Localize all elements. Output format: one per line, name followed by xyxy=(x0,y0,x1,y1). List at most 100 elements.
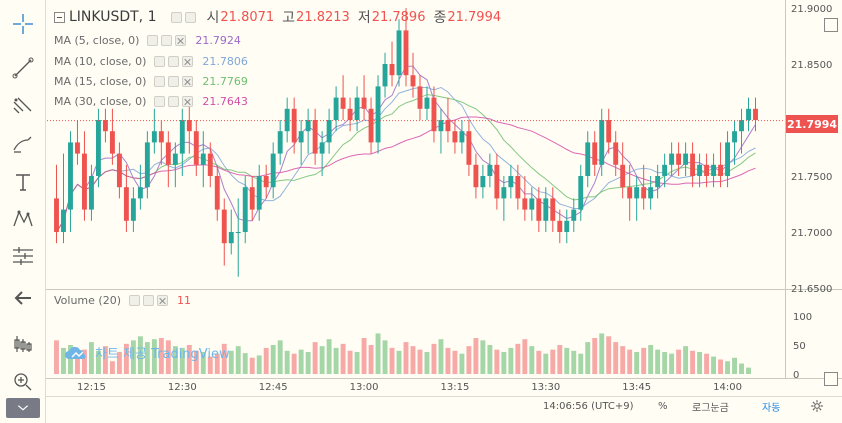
volume-legend[interactable]: Volume (20) 11 xyxy=(54,291,191,309)
candle-body xyxy=(389,64,395,76)
volume-bar xyxy=(186,345,192,374)
volume-bar xyxy=(718,359,724,374)
timezone-label[interactable]: (UTC+9) xyxy=(591,400,634,412)
volume-bar xyxy=(214,353,220,374)
volume-bar xyxy=(207,356,213,374)
candle-body xyxy=(648,187,654,199)
gear-icon[interactable] xyxy=(810,397,824,415)
ma-line xyxy=(56,86,756,233)
settings-icon[interactable] xyxy=(161,34,173,46)
ma30-legend[interactable]: MA (30, close, 0) 21.7643 xyxy=(54,92,248,110)
volume-bar xyxy=(634,351,640,374)
prediction-tool-icon[interactable] xyxy=(9,242,37,270)
zoom-in-icon[interactable] xyxy=(9,368,37,396)
crosshair-tool-icon[interactable] xyxy=(9,10,37,38)
candle-body xyxy=(130,198,136,221)
volume-bar xyxy=(676,349,682,374)
candle-body xyxy=(396,30,402,76)
volume-bar xyxy=(704,353,710,374)
candle-body xyxy=(305,120,311,132)
candle-body xyxy=(613,142,619,165)
volume-bar xyxy=(662,351,668,374)
candle-body xyxy=(172,153,178,165)
candle-body xyxy=(116,153,122,188)
volume-bar xyxy=(312,342,318,374)
volume-bar xyxy=(480,340,486,374)
log-scale-toggle[interactable]: 로그눈금 xyxy=(692,402,729,414)
candle-body xyxy=(438,120,444,132)
tradingview-watermark[interactable]: 차트 제공 TradingView xyxy=(64,343,230,362)
candle-body xyxy=(746,108,751,120)
volume-bar xyxy=(249,357,255,374)
price-tick-label: 21.8500 xyxy=(791,60,832,71)
settings-icon[interactable] xyxy=(143,294,154,306)
candle-body xyxy=(515,176,521,199)
volume-bar xyxy=(494,349,500,374)
pattern-tool-icon[interactable] xyxy=(9,204,37,232)
candle-body xyxy=(333,97,339,120)
volume-bar xyxy=(620,346,626,374)
volume-bar xyxy=(501,351,507,374)
candle-body xyxy=(634,187,640,199)
candle-body xyxy=(641,187,647,199)
eye-icon[interactable] xyxy=(154,95,166,107)
eye-icon[interactable] xyxy=(129,294,140,306)
candle-body xyxy=(235,232,241,233)
candle-body xyxy=(417,86,423,109)
candle-body xyxy=(249,187,255,210)
volume-bar xyxy=(109,361,115,374)
eye-icon[interactable] xyxy=(154,75,166,87)
back-arrow-icon[interactable] xyxy=(9,284,37,312)
auto-scale-toggle[interactable]: 자동 xyxy=(762,402,781,414)
settings-icon[interactable] xyxy=(168,55,180,67)
eye-icon[interactable] xyxy=(154,55,166,67)
collapse-legend-icon[interactable] xyxy=(54,11,65,23)
candle-body xyxy=(732,131,737,143)
indicator-tool-icon[interactable] xyxy=(9,330,37,358)
candle-body xyxy=(200,153,206,165)
maximize-pane-icon[interactable] xyxy=(824,18,838,32)
eye-icon[interactable] xyxy=(147,34,159,46)
volume-name: Volume (20) xyxy=(54,293,121,307)
close-value: 21.7994 xyxy=(447,9,502,25)
ma15-name: MA (15, close, 0) xyxy=(54,74,147,88)
volume-bar xyxy=(543,353,549,374)
watermark-text: 차트 제공 TradingView xyxy=(95,347,230,362)
close-icon[interactable] xyxy=(175,34,187,46)
ma10-legend[interactable]: MA (10, close, 0) 21.7806 xyxy=(54,52,248,70)
volume-bar xyxy=(179,347,185,374)
settings-icon[interactable] xyxy=(184,11,196,23)
settings-icon[interactable] xyxy=(168,75,180,87)
text-tool-icon[interactable] xyxy=(9,168,37,196)
fib-tool-icon[interactable] xyxy=(9,92,37,120)
volume-bar xyxy=(221,343,227,374)
open-value: 21.8071 xyxy=(220,9,275,25)
close-icon[interactable] xyxy=(182,55,194,67)
ma5-legend[interactable]: MA (5, close, 0) 21.7924 xyxy=(54,31,241,49)
eye-icon[interactable] xyxy=(170,11,182,23)
high-label: 고 xyxy=(282,10,296,26)
volume-value: 11 xyxy=(177,293,191,307)
close-icon[interactable] xyxy=(182,75,194,87)
settings-icon[interactable] xyxy=(168,95,180,107)
chevron-down-icon[interactable] xyxy=(6,398,40,418)
close-icon[interactable] xyxy=(157,294,168,306)
cloud-icon xyxy=(65,346,86,359)
clock-time: 14:06:56 xyxy=(543,400,588,412)
time-tick-label: 12:45 xyxy=(259,382,288,393)
percent-toggle[interactable]: % xyxy=(658,400,668,412)
candle-body xyxy=(522,198,528,210)
drawing-toolbar xyxy=(0,0,46,423)
brush-tool-icon[interactable] xyxy=(9,130,37,158)
trend-line-tool-icon[interactable] xyxy=(9,54,37,82)
volume-bar xyxy=(116,351,122,374)
candle-body xyxy=(452,131,458,143)
volume-bar xyxy=(228,350,234,374)
candle-body xyxy=(242,187,248,232)
scroll-right-icon[interactable] xyxy=(824,372,838,386)
close-icon[interactable] xyxy=(182,95,194,107)
ma15-legend[interactable]: MA (15, close, 0) 21.7769 xyxy=(54,72,248,90)
volume-bar xyxy=(641,347,647,374)
candle-body xyxy=(214,176,220,210)
